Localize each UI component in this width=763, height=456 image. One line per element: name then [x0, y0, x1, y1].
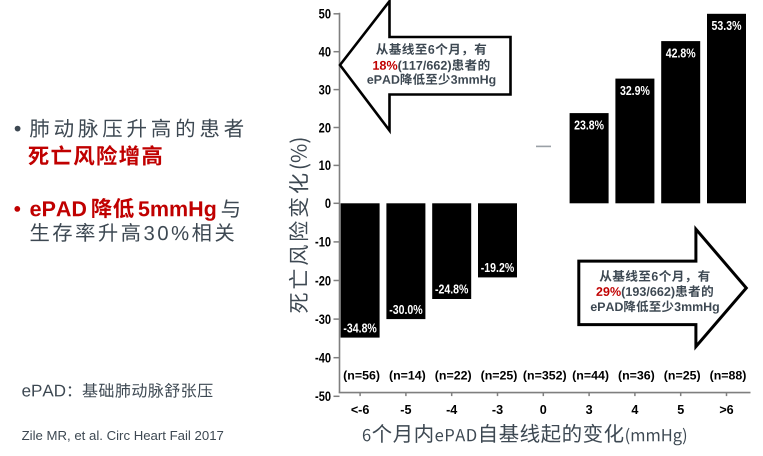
svg-text:-4: -4 [446, 403, 457, 417]
svg-text:-40: -40 [315, 349, 331, 366]
svg-text:42.8%: 42.8% [666, 45, 696, 60]
svg-text:(n=352): (n=352) [523, 368, 567, 382]
svg-text:-24.8%: -24.8% [435, 282, 469, 297]
svg-text:(n=88): (n=88) [710, 368, 747, 382]
svg-text:(n=22): (n=22) [435, 368, 472, 382]
svg-text:0: 0 [540, 403, 547, 417]
svg-text:-30: -30 [315, 311, 331, 328]
svg-text:-19.2%: -19.2% [481, 260, 515, 275]
svg-text:>6: >6 [719, 403, 733, 417]
svg-text:40: 40 [319, 43, 331, 60]
svg-text:-30.0%: -30.0% [389, 302, 423, 317]
svg-text:(n=36): (n=36) [618, 368, 655, 382]
svg-text:5: 5 [677, 403, 684, 417]
svg-text:(n=56): (n=56) [343, 368, 380, 382]
svg-text:50: 50 [319, 5, 331, 22]
svg-text:-10: -10 [315, 233, 331, 250]
svg-text:4: 4 [631, 403, 638, 417]
svg-text:-50: -50 [315, 388, 331, 405]
svg-text:23.8%: 23.8% [574, 117, 604, 132]
svg-text:10: 10 [319, 157, 331, 174]
svg-text:3: 3 [586, 403, 593, 417]
svg-text:53.3%: 53.3% [712, 18, 742, 33]
svg-text:(n=44): (n=44) [572, 368, 609, 382]
svg-text:(n=25): (n=25) [664, 368, 701, 382]
svg-text:-20: -20 [315, 272, 331, 289]
svg-text:(n=14): (n=14) [389, 368, 426, 382]
svg-text:Zile MR, et al. Circ Heart Fai: Zile MR, et al. Circ Heart Fail 2017 [22, 428, 224, 443]
svg-text:-5: -5 [400, 403, 411, 417]
svg-text:-3: -3 [492, 403, 503, 417]
svg-text:20: 20 [319, 119, 331, 136]
svg-text:0: 0 [325, 195, 331, 212]
svg-text:32.9%: 32.9% [620, 83, 650, 98]
svg-text:(n=25): (n=25) [481, 368, 518, 382]
svg-text:30: 30 [319, 81, 331, 98]
svg-text:-34.8%: -34.8% [343, 320, 377, 335]
svg-text:<-6: <-6 [351, 403, 370, 417]
